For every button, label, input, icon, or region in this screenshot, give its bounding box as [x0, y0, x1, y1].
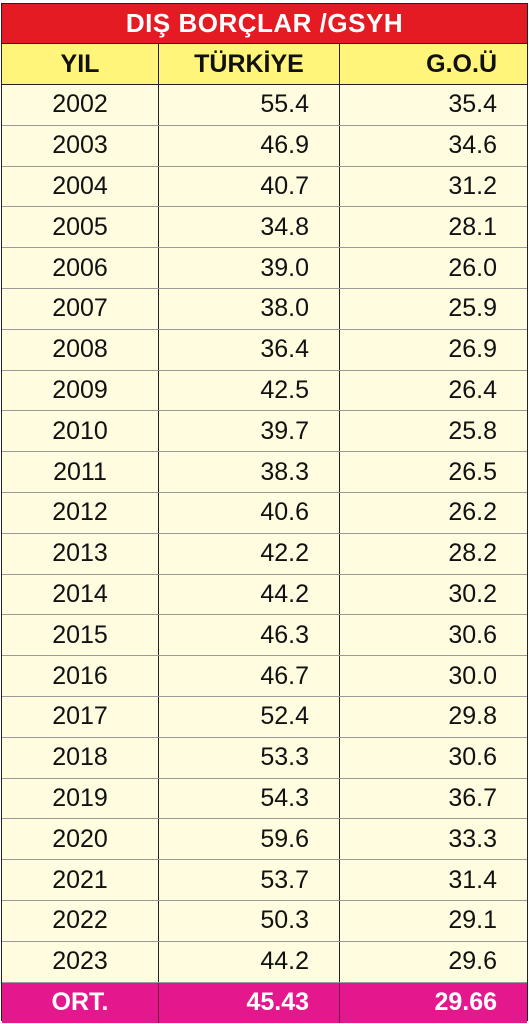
year-cell: 2004 — [2, 166, 159, 207]
year-cell: 2009 — [2, 370, 159, 411]
year-cell: 2016 — [2, 656, 159, 696]
table-row: 2014 44.2 30.2 — [2, 574, 527, 616]
turkiye-cell: 39.0 — [159, 248, 340, 288]
table-row: 2011 38.3 26.5 — [2, 452, 527, 493]
year-cell: 2013 — [2, 533, 159, 574]
turkiye-cell: 42.2 — [159, 533, 340, 574]
gou-cell: 30.6 — [448, 620, 497, 649]
table-row: 2008 36.4 26.9 — [2, 329, 527, 371]
year-cell: 2014 — [2, 574, 159, 615]
table-row: 2020 59.6 33.3 — [2, 819, 527, 861]
turkiye-cell: 46.9 — [159, 125, 340, 166]
average-gou: 29.66 — [434, 988, 497, 1017]
average-label: ORT. — [2, 982, 159, 1023]
year-cell: 2010 — [2, 411, 159, 452]
table-row: 2022 50.3 29.1 — [2, 900, 527, 942]
gou-cell: 36.7 — [448, 783, 497, 812]
year-cell: 2023 — [2, 941, 159, 982]
turkiye-cell: 52.4 — [159, 696, 340, 737]
average-row: ORT. 45.43 29.66 — [2, 982, 527, 1023]
turkiye-cell: 46.7 — [159, 656, 340, 696]
average-turkiye: 45.43 — [159, 982, 340, 1023]
turkiye-cell: 39.7 — [159, 411, 340, 452]
year-cell: 2015 — [2, 615, 159, 656]
table-row: 2019 54.3 36.7 — [2, 778, 527, 820]
year-cell: 2008 — [2, 329, 159, 370]
turkiye-cell: 53.3 — [159, 737, 340, 778]
gou-cell: 26.2 — [448, 498, 497, 527]
table-row: 2013 42.2 28.2 — [2, 533, 527, 575]
year-cell: 2006 — [2, 248, 159, 288]
debt-gdp-table: DIŞ BORÇLAR /GSYH YIL TÜRKİYE G.O.Ü 2002… — [1, 3, 528, 1023]
turkiye-cell: 44.2 — [159, 574, 340, 615]
year-cell: 2022 — [2, 900, 159, 941]
header-year: YIL — [2, 44, 159, 84]
table-row: 2003 46.9 34.6 — [2, 125, 527, 167]
table-row: 2023 44.2 29.6 — [2, 941, 527, 983]
table-row: 2004 40.7 31.2 — [2, 166, 527, 208]
year-cell: 2017 — [2, 696, 159, 737]
year-cell: 2011 — [2, 452, 159, 492]
year-cell: 2005 — [2, 207, 159, 248]
gou-cell: 31.2 — [448, 171, 497, 200]
year-cell: 2003 — [2, 125, 159, 166]
table-row: 2015 46.3 30.6 — [2, 615, 527, 657]
table-row: 2016 46.7 30.0 — [2, 656, 527, 697]
gou-cell: 30.0 — [448, 661, 497, 690]
turkiye-cell: 46.3 — [159, 615, 340, 656]
gou-cell: 29.1 — [448, 906, 497, 935]
turkiye-cell: 38.3 — [159, 452, 340, 492]
gou-cell: 25.9 — [448, 294, 497, 323]
table-row: 2021 53.7 31.4 — [2, 860, 527, 901]
turkiye-cell: 59.6 — [159, 819, 340, 860]
gou-cell: 25.8 — [448, 416, 497, 445]
turkiye-cell: 54.3 — [159, 778, 340, 819]
table-row: 2009 42.5 26.4 — [2, 370, 527, 412]
gou-cell: 26.0 — [448, 253, 497, 282]
table-row: 2010 39.7 25.8 — [2, 411, 527, 453]
table-row: 2006 39.0 26.0 — [2, 248, 527, 289]
turkiye-cell: 55.4 — [159, 85, 340, 125]
year-cell: 2019 — [2, 778, 159, 819]
table-row: 2002 55.4 35.4 — [2, 85, 527, 126]
year-cell: 2020 — [2, 819, 159, 860]
header-gou: G.O.Ü — [426, 49, 497, 78]
year-cell: 2002 — [2, 85, 159, 125]
table-body: 2002 55.4 35.4 2003 46.9 34.6 2004 40.7 31.2 2005… — [2, 85, 527, 983]
gou-cell: 26.5 — [448, 457, 497, 486]
turkiye-cell: 44.2 — [159, 941, 340, 982]
gou-cell: 29.8 — [448, 702, 497, 731]
turkiye-cell: 36.4 — [159, 329, 340, 370]
turkiye-cell: 50.3 — [159, 900, 340, 941]
year-cell: 2007 — [2, 288, 159, 329]
turkiye-cell: 42.5 — [159, 370, 340, 411]
table-title: DIŞ BORÇLAR /GSYH — [2, 4, 527, 44]
gou-cell: 26.4 — [448, 375, 497, 404]
gou-cell: 28.2 — [448, 539, 497, 568]
turkiye-cell: 38.0 — [159, 288, 340, 329]
year-cell: 2012 — [2, 492, 159, 533]
gou-cell: 26.9 — [448, 335, 497, 364]
gou-cell: 30.6 — [448, 743, 497, 772]
table-row: 2018 53.3 30.6 — [2, 737, 527, 779]
turkiye-cell: 34.8 — [159, 207, 340, 248]
table-row: 2012 40.6 26.2 — [2, 492, 527, 534]
turkiye-cell: 40.6 — [159, 492, 340, 533]
gou-cell: 34.6 — [448, 131, 497, 160]
gou-cell: 31.4 — [448, 865, 497, 894]
gou-cell: 30.2 — [448, 579, 497, 608]
table-row: 2017 52.4 29.8 — [2, 696, 527, 738]
gou-cell: 28.1 — [448, 212, 497, 241]
gou-cell: 29.6 — [448, 947, 497, 976]
gou-cell: 35.4 — [448, 90, 497, 119]
year-cell: 2018 — [2, 737, 159, 778]
table-row: 2005 34.8 28.1 — [2, 207, 527, 249]
header-row: YIL TÜRKİYE G.O.Ü — [2, 44, 527, 85]
table-row: 2007 38.0 25.9 — [2, 288, 527, 330]
gou-cell: 33.3 — [448, 824, 497, 853]
header-turkiye: TÜRKİYE — [159, 44, 340, 84]
turkiye-cell: 40.7 — [159, 166, 340, 207]
year-cell: 2021 — [2, 860, 159, 900]
turkiye-cell: 53.7 — [159, 860, 340, 900]
